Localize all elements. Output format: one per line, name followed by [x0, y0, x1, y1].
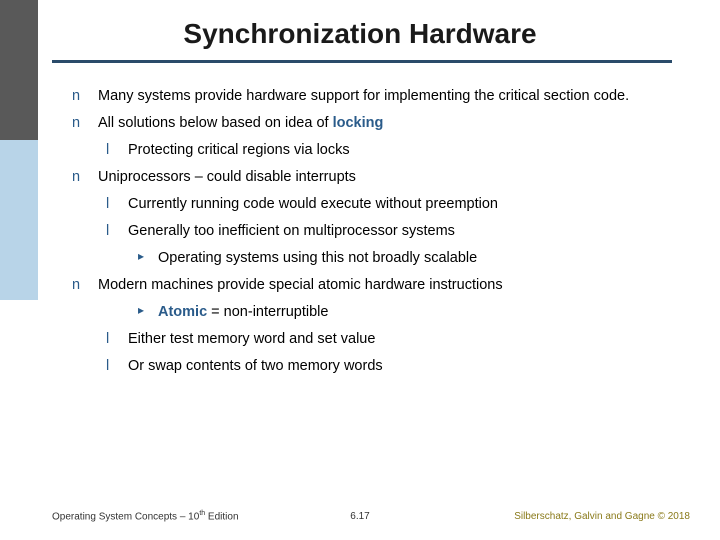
bullet-4b-text: Or swap contents of two memory words — [128, 358, 383, 374]
left-sidebar — [0, 0, 38, 540]
bullet-2a-text: Protecting critical regions via locks — [128, 142, 350, 158]
bullet-2-text-pre: All solutions below based on idea of — [98, 115, 333, 131]
bullet-3: Uniprocessors – could disable interrupts — [72, 167, 682, 188]
bullet-4x: Atomic = non-interruptible — [72, 302, 682, 323]
bullet-3a-text: Currently running code would execute wit… — [128, 196, 498, 212]
bullet-4x-bold: Atomic — [158, 304, 207, 320]
content-area: Many systems provide hardware support fo… — [72, 86, 682, 383]
sidebar-light-block — [0, 140, 38, 300]
bullet-4-text: Modern machines provide special atomic h… — [98, 277, 503, 293]
bullet-4b: Or swap contents of two memory words — [72, 356, 682, 377]
bullet-4: Modern machines provide special atomic h… — [72, 275, 682, 296]
bullet-2a: Protecting critical regions via locks — [72, 140, 682, 161]
bullet-3a: Currently running code would execute wit… — [72, 194, 682, 215]
footer-right: Silberschatz, Galvin and Gagne © 2018 — [514, 511, 690, 522]
bullet-3b: Generally too inefficient on multiproces… — [72, 221, 682, 242]
bullet-3b-text: Generally too inefficient on multiproces… — [128, 223, 455, 239]
bullet-4a-text: Either test memory word and set value — [128, 331, 375, 347]
title-rule — [52, 60, 672, 63]
bullet-4x-post: = non-interruptible — [207, 304, 328, 320]
slide-title: Synchronization Hardware — [0, 18, 720, 50]
sidebar-white-block — [0, 300, 38, 540]
bullet-3b1-text: Operating systems using this not broadly… — [158, 250, 477, 266]
bullet-4a: Either test memory word and set value — [72, 329, 682, 350]
bullet-1: Many systems provide hardware support fo… — [72, 86, 682, 107]
bullet-1-text: Many systems provide hardware support fo… — [98, 88, 629, 104]
bullet-2: All solutions below based on idea of loc… — [72, 113, 682, 134]
slide: Synchronization Hardware Many systems pr… — [0, 0, 720, 540]
bullet-3-text: Uniprocessors – could disable interrupts — [98, 169, 356, 185]
bullet-3b1: Operating systems using this not broadly… — [72, 248, 682, 269]
bullet-2-bold: locking — [333, 115, 384, 131]
